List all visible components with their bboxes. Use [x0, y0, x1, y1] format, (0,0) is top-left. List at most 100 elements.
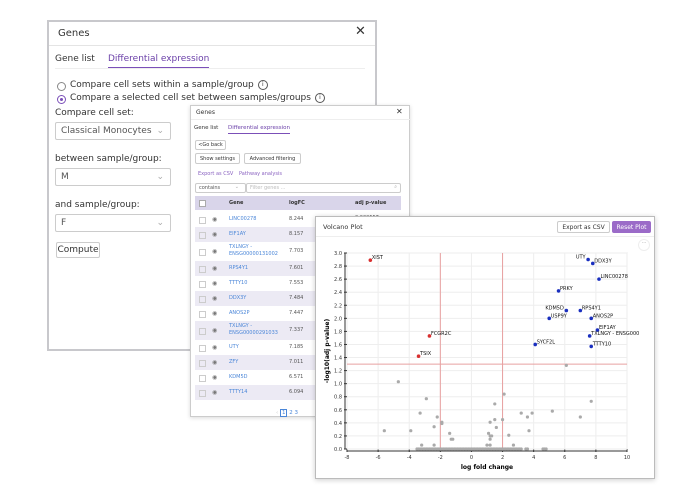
chevron-down-icon: ⌄: [156, 172, 164, 182]
go-back-button[interactable]: <Go back: [195, 140, 226, 150]
page-1[interactable]: 1: [279, 409, 288, 417]
row-checkbox[interactable]: [199, 280, 206, 288]
advanced-filtering-button[interactable]: Advanced filtering: [244, 153, 301, 164]
row-checkbox[interactable]: [199, 216, 206, 224]
gene-link[interactable]: LINC00278: [229, 215, 257, 222]
row-checkbox[interactable]: [199, 359, 206, 367]
export-csv-link[interactable]: Export as CSV: [198, 171, 234, 177]
gene-link[interactable]: TTTY10: [229, 279, 248, 286]
gene-link[interactable]: ANOS2P: [229, 309, 250, 316]
row-checkbox[interactable]: [199, 295, 206, 303]
export-csv-button[interactable]: Export as CSV: [557, 221, 610, 233]
col-logfc[interactable]: logFC: [289, 200, 305, 206]
row-checkbox[interactable]: [199, 248, 206, 256]
radio-between-label: Compare a selected cell set between samp…: [70, 93, 325, 103]
more-options-icon[interactable]: ···: [638, 239, 650, 251]
row-checkbox[interactable]: [199, 265, 206, 273]
point-label: ANOS2P: [593, 313, 613, 319]
eye-icon[interactable]: ◉: [212, 373, 218, 381]
y-tick-label: 0.8: [334, 395, 342, 401]
reset-plot-button[interactable]: Reset Plot: [612, 221, 651, 233]
significant-point: [427, 334, 432, 338]
plot-frame: [346, 252, 628, 450]
tab-gene-list[interactable]: Gene list: [194, 125, 219, 131]
info-icon[interactable]: i: [257, 80, 268, 90]
divider: [49, 45, 375, 46]
x-tick-label: -4: [407, 455, 412, 461]
tab-differential-expression[interactable]: Differential expression: [228, 125, 290, 134]
point-label: LINC00278: [601, 274, 628, 280]
gene-link[interactable]: TXLNGY - ENSG00000131002: [229, 244, 278, 257]
y-tick-label: 1.6: [334, 342, 342, 348]
eye-icon[interactable]: ◉: [212, 230, 218, 238]
eye-icon[interactable]: ◉: [212, 388, 218, 396]
and-value: F: [61, 218, 67, 228]
eye-icon[interactable]: ◉: [212, 358, 218, 366]
between-select[interactable]: M ⌄: [55, 168, 171, 186]
tab-differential-expression[interactable]: Differential expression: [108, 54, 210, 68]
gray-point: [519, 447, 523, 451]
table-row[interactable]: ◉ TXLNGY - ENSG00000131002 7.703: [195, 242, 403, 261]
gray-point: [493, 418, 497, 422]
gray-point: [418, 411, 422, 415]
filter-genes-input[interactable]: Filter genes ... ⌕: [246, 183, 401, 193]
eye-icon[interactable]: ◉: [212, 215, 218, 223]
prev-page-icon[interactable]: ‹: [276, 410, 280, 416]
info-icon[interactable]: i: [314, 93, 325, 103]
y-tick-label: 0.0: [334, 447, 342, 453]
eye-icon[interactable]: ◉: [212, 343, 218, 351]
gene-link[interactable]: ZFY: [229, 358, 239, 365]
radio-between[interactable]: [57, 95, 66, 104]
close-icon[interactable]: ✕: [396, 107, 403, 116]
tab-gene-list[interactable]: Gene list: [55, 54, 95, 64]
col-adj-p[interactable]: adj p-value: [355, 200, 387, 206]
point-label: UTY: [576, 255, 587, 261]
table-row[interactable]: ◉ KDM5D 6.571: [195, 370, 403, 385]
gene-link[interactable]: TTTY14: [229, 388, 248, 395]
and-select[interactable]: F ⌄: [55, 214, 171, 232]
table-row[interactable]: ◉ TTTY10 7.553: [195, 276, 403, 291]
eye-icon[interactable]: ◉: [212, 294, 218, 302]
filter-mode-select[interactable]: contains ⌄: [195, 183, 246, 193]
row-checkbox[interactable]: [199, 344, 206, 352]
logfc-value: 8.244: [289, 215, 304, 222]
logfc-value: 7.484: [289, 294, 304, 301]
x-tick-label: 10: [624, 455, 630, 461]
gene-link[interactable]: DDX3Y: [229, 294, 247, 301]
eye-icon[interactable]: ◉: [212, 326, 218, 334]
significant-point: [533, 342, 538, 347]
show-settings-button[interactable]: Show settings: [195, 153, 240, 164]
select-all-checkbox[interactable]: [199, 200, 206, 207]
gray-point: [448, 431, 452, 435]
row-checkbox[interactable]: [199, 231, 206, 239]
eye-icon[interactable]: ◉: [212, 279, 218, 287]
search-icon[interactable]: ⌕: [394, 184, 397, 190]
row-checkbox[interactable]: [199, 327, 206, 335]
volcano-title: Volcano Plot: [323, 223, 363, 231]
pagination: ‹ 1 2 3: [276, 409, 298, 417]
pathway-analysis-link[interactable]: Pathway analysis: [239, 171, 282, 177]
row-checkbox[interactable]: [199, 374, 206, 382]
compute-button[interactable]: Compute: [56, 242, 100, 258]
gray-point: [519, 411, 523, 415]
gene-link[interactable]: KDM5D: [229, 373, 248, 380]
gene-link[interactable]: UTY: [229, 343, 239, 350]
y-tick-label: 2.0: [334, 316, 342, 322]
gene-link[interactable]: TXLNGY - ENSG00000291033: [229, 323, 278, 336]
cell-set-select[interactable]: Classical Monocytes ⌄: [55, 122, 171, 140]
gene-link[interactable]: EIF1AY: [229, 230, 246, 237]
table-row[interactable]: ◉ ANOS2P 7.447: [195, 306, 403, 321]
radio-within[interactable]: [57, 82, 66, 91]
close-icon[interactable]: ✕: [355, 24, 366, 39]
page-3[interactable]: 3: [294, 410, 298, 416]
row-checkbox[interactable]: [199, 389, 206, 397]
eye-icon[interactable]: ◉: [212, 264, 218, 272]
row-checkbox[interactable]: [199, 310, 206, 318]
table-row[interactable]: ◉ UTY 7.185: [195, 340, 403, 355]
eye-icon[interactable]: ◉: [212, 309, 218, 317]
col-gene[interactable]: Gene: [229, 200, 244, 206]
eye-icon[interactable]: ◉: [212, 247, 218, 255]
gene-link[interactable]: RPS4Y1: [229, 264, 249, 271]
cell-set-label: Compare cell set:: [55, 108, 134, 118]
page-2[interactable]: 2: [289, 410, 293, 416]
